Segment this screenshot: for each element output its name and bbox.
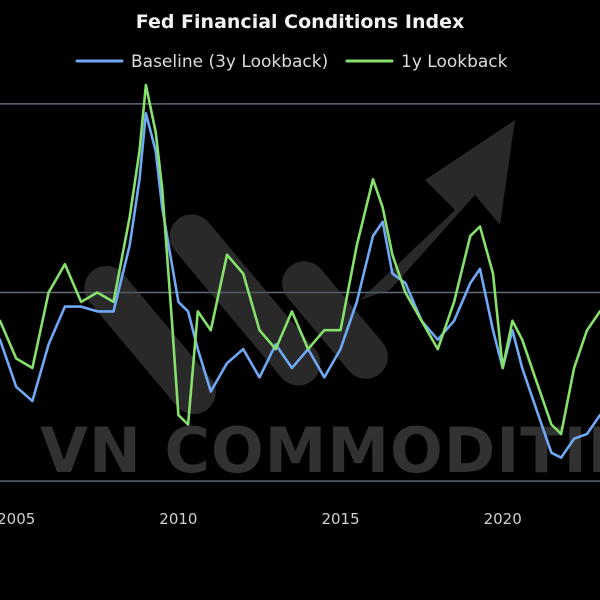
- watermark-bar-1: [84, 265, 216, 415]
- watermark-text: VN COMMODITIES: [40, 414, 600, 487]
- legend-label-1y: 1y Lookback: [401, 52, 508, 72]
- x-tick-label-2015: 2015: [321, 510, 359, 528]
- legend: Baseline (3y Lookback) 1y Lookback: [75, 52, 508, 72]
- watermark-arrow: [360, 120, 515, 300]
- x-tick-label-2020: 2020: [484, 510, 522, 528]
- watermark-bar-3: [282, 261, 388, 379]
- legend-label-baseline: Baseline (3y Lookback): [131, 52, 328, 72]
- series-line-1y-lookback: [0, 83, 600, 436]
- series-lines: [0, 83, 600, 459]
- watermark-bar-2: [169, 214, 321, 386]
- watermark-logo: VN COMMODITIES: [40, 120, 600, 487]
- x-axis-ticks: 2005 2010 2015 2020: [0, 510, 522, 528]
- x-tick-label-2005: 2005: [0, 510, 35, 528]
- chart-title: Fed Financial Conditions Index: [136, 11, 464, 33]
- x-tick-label-2010: 2010: [159, 510, 197, 528]
